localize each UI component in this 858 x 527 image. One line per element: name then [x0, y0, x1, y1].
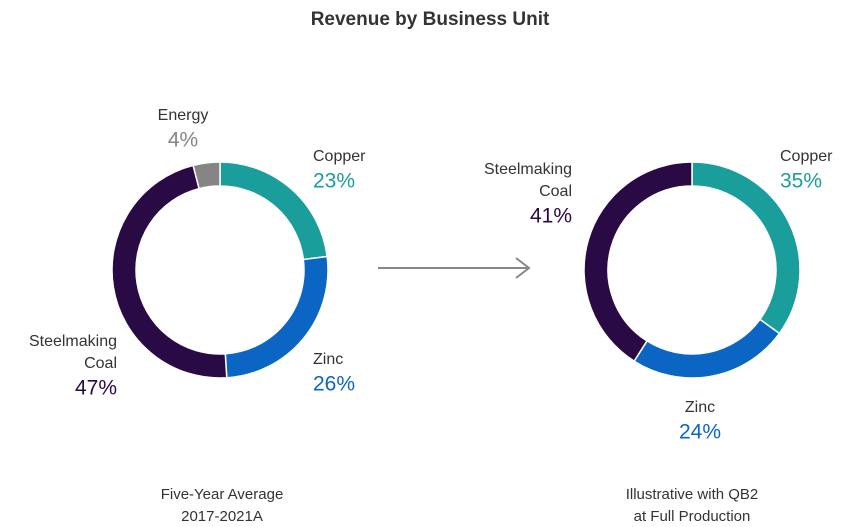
- category-label: Energy: [158, 107, 209, 124]
- caption: Five-Year Average: [161, 486, 284, 503]
- donut-segment: [219, 161, 328, 261]
- caption: at Full Production: [634, 508, 751, 525]
- donut-segment: [111, 164, 228, 379]
- value-label: 4%: [168, 129, 198, 152]
- caption: 2017-2021A: [181, 508, 263, 525]
- caption: Illustrative with QB2: [626, 486, 759, 503]
- donut-segment: [583, 161, 693, 363]
- donut-segment: [633, 318, 781, 379]
- value-label: 23%: [313, 170, 355, 193]
- chart-title: Revenue by Business Unit: [311, 9, 550, 30]
- category-label: Copper: [780, 148, 833, 165]
- category-label: Zinc: [313, 351, 343, 368]
- category-label: Copper: [313, 148, 366, 165]
- arrow: [378, 257, 531, 279]
- value-label: 24%: [679, 421, 721, 444]
- donut-segment: [192, 161, 221, 190]
- category-label: Zinc: [685, 399, 715, 416]
- value-label: 35%: [780, 170, 822, 193]
- value-label: 41%: [530, 205, 572, 228]
- category-label: Steelmaking Coal: [29, 333, 117, 372]
- value-label: 47%: [75, 377, 117, 400]
- value-label: 26%: [313, 373, 355, 396]
- category-label: Steelmaking Coal: [484, 161, 572, 200]
